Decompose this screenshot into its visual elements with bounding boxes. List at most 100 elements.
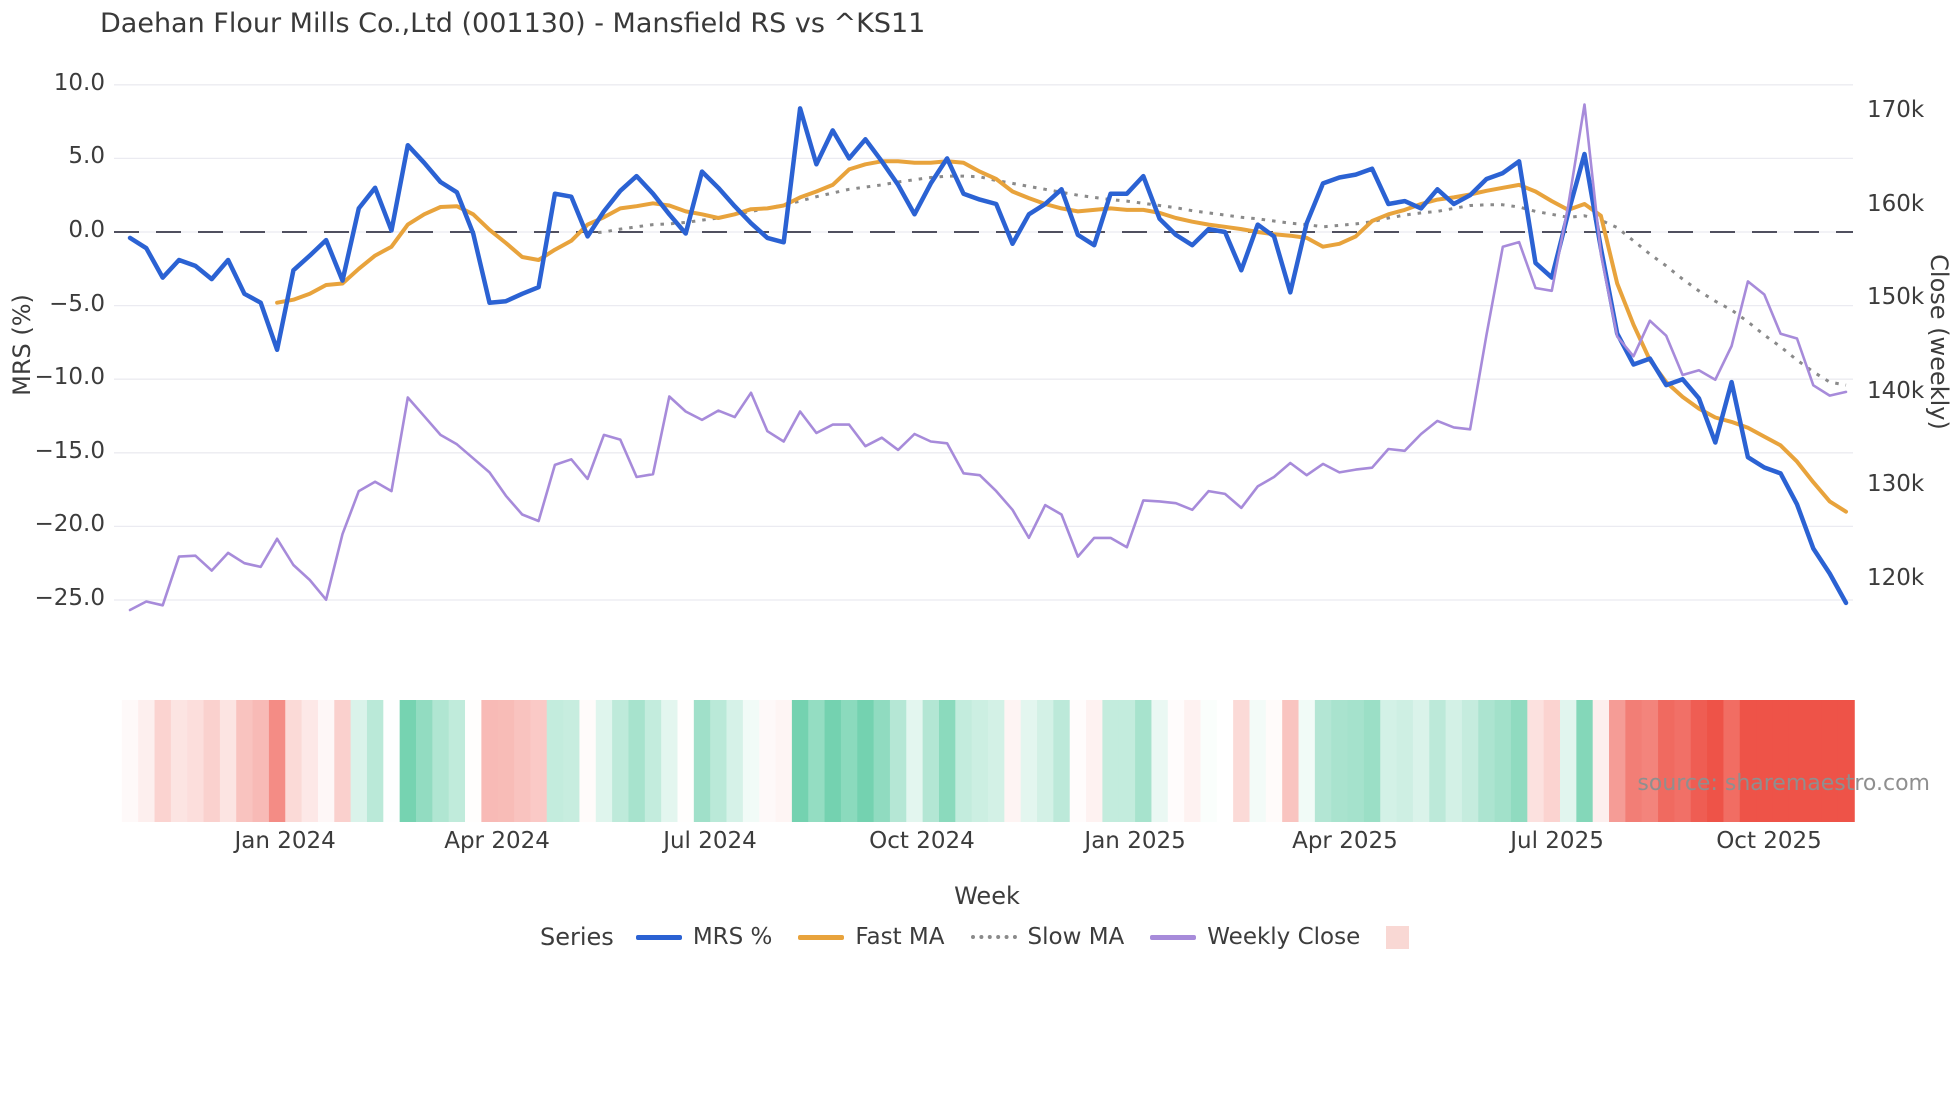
x-tick-label: Oct 2025: [1716, 828, 1822, 854]
heatmap-cell: [1412, 700, 1430, 822]
heatmap-cell: [873, 700, 891, 822]
heatmap-cell: [775, 700, 793, 822]
heatmap-cell: [726, 700, 744, 822]
heatmap-cell: [138, 700, 156, 822]
heatmap-cell: [1461, 700, 1479, 822]
heatmap-cell: [383, 700, 401, 822]
y-right-tick-label: 140k: [1867, 377, 1925, 404]
heatmap-cell: [416, 700, 433, 822]
heatmap-cell: [465, 700, 482, 822]
heatmap-cell: [514, 700, 532, 822]
heatmap-cell: [187, 700, 205, 822]
chart-title: Daehan Flour Mills Co.,Ltd (001130) - Ma…: [100, 8, 926, 39]
heatmap-cell: [1086, 700, 1104, 822]
heatmap-swatch-icon: [1386, 925, 1410, 949]
heatmap-cell: [366, 700, 384, 822]
heatmap-cell: [1135, 700, 1153, 822]
y-left-tick-label: −5.0: [49, 290, 105, 317]
heatmap-cell: [1510, 700, 1528, 822]
heatmap-cell: [1707, 700, 1725, 822]
heatmap-cell: [1641, 700, 1659, 822]
legend-item-heatmap: [1386, 925, 1420, 949]
heatmap-cell: [1396, 700, 1414, 822]
y-left-tick-label: −25.0: [34, 585, 105, 611]
heatmap-cell: [1674, 700, 1692, 822]
heatmap-cell: [1118, 700, 1136, 822]
heatmap-cell: [1053, 700, 1071, 822]
heatmap-cell: [1560, 700, 1577, 822]
heatmap-cell: [1429, 700, 1447, 822]
legend-item-weekly-close: Weekly Close: [1150, 924, 1360, 950]
heatmap-cell: [1592, 700, 1610, 822]
heatmap-cell: [1445, 700, 1463, 822]
heatmap-cell: [1102, 700, 1120, 822]
heatmap-cell: [677, 700, 695, 822]
fast-ma-line: [275, 159, 1848, 514]
x-tick-label: Oct 2024: [869, 828, 975, 854]
legend-line-swatch-icon: [970, 935, 1017, 939]
heatmap-cell: [154, 700, 172, 822]
legend-item-slow-ma: Slow MA: [970, 924, 1124, 950]
heatmap-cell: [1249, 700, 1267, 822]
heatmap-cell: [889, 700, 907, 822]
x-tick-label: Apr 2024: [444, 828, 550, 854]
heatmap-cell: [1494, 700, 1512, 822]
y-right-tick-label: 170k: [1867, 97, 1925, 123]
heatmap-cell: [170, 700, 188, 822]
heatmap-cell: [922, 700, 940, 822]
x-tick-label: Apr 2025: [1292, 828, 1398, 854]
slow-ma-line: [587, 174, 1847, 387]
heatmap-cell: [693, 700, 711, 822]
heatmap-cell: [1739, 700, 1757, 822]
heatmap-cell: [791, 700, 809, 822]
y-left-tick-label: 0.0: [68, 217, 105, 243]
y-right-tick-label: 150k: [1867, 284, 1925, 311]
heatmap-cell: [530, 700, 548, 822]
y-left-axis-title: MRS (%): [8, 294, 36, 396]
heatmap-cell: [1216, 700, 1234, 822]
y-right-axis-title: Close (weekly): [1925, 254, 1953, 430]
heatmap-cell: [759, 700, 777, 822]
heatmap-cell: [1805, 700, 1823, 822]
heatmap-cell: [1233, 700, 1251, 822]
heatmap-cell: [1527, 700, 1545, 822]
y-right-tick-label: 120k: [1867, 565, 1925, 591]
heatmap-cell: [301, 700, 319, 822]
x-tick-label: Jan 2025: [1084, 828, 1186, 854]
legend-line-swatch-icon: [798, 934, 845, 940]
heatmap-cell: [1723, 700, 1741, 822]
heatmap-cell: [988, 700, 1005, 822]
y-left-tick-label: 5.0: [68, 143, 105, 170]
heatmap-cell: [1609, 700, 1626, 822]
heatmap-cell: [628, 700, 646, 822]
heatmap-cell: [857, 700, 875, 822]
heatmap-cell: [1167, 700, 1185, 822]
x-tick-label: Jul 2025: [1510, 828, 1604, 854]
heatmap-cell: [824, 700, 842, 822]
heatmap-cell: [1478, 700, 1496, 822]
heatmap-cell: [219, 700, 237, 822]
legend-item-label: Weekly Close: [1207, 924, 1361, 950]
heatmap-cell: [481, 700, 499, 822]
heatmap-cell: [432, 700, 450, 822]
heatmap-cell: [938, 700, 956, 822]
legend-title: Series: [540, 923, 614, 951]
heatmap-cell: [1756, 700, 1774, 822]
heatmap-cell: [1625, 700, 1643, 822]
heatmap-cell: [1069, 700, 1087, 822]
heatmap-cell: [1282, 700, 1300, 822]
weekly-close-line: [128, 103, 1848, 612]
heatmap-cell: [1658, 700, 1676, 822]
heatmap-cell: [1690, 700, 1708, 822]
legend-items: MRS % Fast MA Slow MA Weekly Close: [635, 924, 1446, 950]
heatmap-cell: [955, 700, 973, 822]
legend-item-mrs-: MRS %: [635, 924, 772, 950]
x-axis-title: Week: [954, 882, 1020, 910]
heatmap-cell: [595, 700, 613, 822]
heatmap-cell: [1265, 700, 1283, 822]
heatmap-cell: [1347, 700, 1365, 822]
heatmap-cell: [1543, 700, 1561, 822]
heatmap-cell: [448, 700, 466, 822]
heatmap-cell: [1837, 700, 1855, 822]
